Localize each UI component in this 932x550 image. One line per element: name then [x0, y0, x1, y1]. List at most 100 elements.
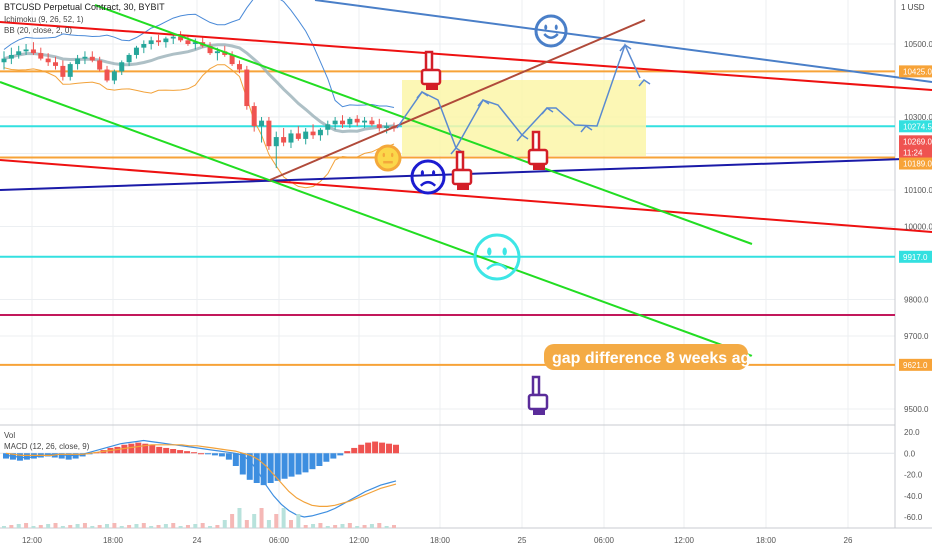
volume-bar	[178, 526, 183, 528]
candle	[60, 60, 66, 81]
price-badge-label: 9917.0	[903, 253, 928, 262]
macd-line	[5, 439, 397, 518]
volume-bar	[141, 523, 146, 528]
macd-histogram-bar	[128, 443, 135, 454]
volume-bar	[347, 523, 352, 528]
price-tick-label: 10000.0	[904, 223, 932, 232]
time-tick-label: 12:00	[349, 536, 370, 545]
symbol-title: BTCUSD Perpetual Contract, 30, BYBIT	[4, 2, 165, 12]
macd-histogram-bar	[198, 453, 204, 455]
volume-bar	[31, 526, 36, 528]
candle	[347, 117, 353, 128]
hand-palm	[527, 148, 549, 166]
hand-finger	[531, 375, 541, 397]
candle	[156, 34, 162, 46]
volume-bar	[318, 523, 323, 528]
candle-body	[376, 124, 382, 128]
candle	[362, 117, 368, 128]
candle-body	[170, 36, 176, 39]
candle-body	[229, 54, 235, 65]
drawn-icons	[374, 14, 568, 415]
candle-body	[295, 133, 301, 139]
candle	[111, 69, 117, 85]
macd-histogram-bar	[281, 453, 288, 479]
volume-bar	[274, 514, 279, 528]
macd-histogram-bar	[365, 442, 372, 454]
candle-body	[89, 56, 95, 61]
macd-histogram-bar	[184, 451, 191, 454]
candle	[384, 122, 390, 134]
candle-body	[133, 47, 139, 55]
macd-histogram-bar	[170, 449, 177, 454]
arrow-head	[541, 107, 554, 115]
candle-body	[16, 51, 22, 55]
macd-histogram-bar	[379, 442, 386, 454]
volume-bar	[281, 508, 286, 528]
price-badge-bg	[899, 250, 932, 263]
candle	[67, 62, 73, 81]
bb-legend: BB (20, close, 2, 0)	[4, 26, 73, 35]
volume-bar	[149, 526, 154, 528]
hand-palm	[451, 168, 473, 186]
candle-body	[141, 44, 147, 48]
candle-body	[97, 60, 103, 70]
candle	[339, 115, 345, 128]
volume-bar	[208, 526, 213, 528]
time-tick-label: 25	[518, 536, 527, 545]
macd-tick-label: 0.0	[904, 449, 916, 458]
face-eye	[432, 170, 436, 176]
arrow-head	[477, 99, 490, 107]
macd-histogram-bar	[372, 441, 379, 454]
macd-histogram-bar	[288, 453, 295, 477]
face-outline	[410, 159, 446, 195]
volume-bar	[119, 526, 124, 528]
annotation-box	[544, 344, 748, 370]
price-tick-label: 9800.0	[904, 296, 929, 305]
face-eye	[420, 170, 424, 176]
volume-bar	[16, 524, 21, 528]
red-trend-upper	[0, 21, 932, 91]
volume-bar	[68, 525, 73, 528]
candle-body	[8, 54, 14, 59]
macd-tick-label: 20.0	[904, 428, 920, 437]
candle	[126, 53, 132, 66]
candle-body	[60, 65, 66, 77]
candle	[244, 65, 250, 110]
price-tick-label: 10300.0	[904, 113, 932, 122]
candle-body	[332, 120, 338, 125]
price-badge-label: 10189.0	[903, 160, 932, 169]
hand-cuff	[533, 409, 545, 415]
macd-histogram-bar	[295, 453, 302, 475]
candle-body	[156, 40, 162, 43]
green-trend-upper	[94, 4, 753, 245]
macd-histogram-bar	[65, 453, 72, 460]
candle-body	[317, 129, 323, 136]
time-tick-label: 12:00	[22, 536, 43, 545]
candle-body	[23, 49, 29, 52]
candle	[53, 56, 59, 70]
candle	[148, 36, 154, 50]
time-tick-label: 18:00	[430, 536, 451, 545]
volume-bar	[288, 520, 293, 528]
arrow-head	[580, 125, 593, 133]
time-tick-label: 18:00	[103, 536, 124, 545]
highlight-zone	[402, 80, 646, 156]
face-mouth	[543, 33, 559, 39]
volume-bar	[377, 523, 382, 528]
volume-bar	[296, 514, 301, 528]
price-tick-label: 10500.0	[904, 40, 932, 49]
hand-cuff	[426, 84, 438, 90]
candle-body	[207, 45, 213, 54]
macd-histogram-bar	[337, 453, 344, 456]
macd-histogram-bar	[267, 453, 274, 483]
macd-histogram-bar	[316, 453, 323, 466]
highlight-rect	[402, 80, 646, 156]
candle	[30, 42, 36, 55]
candle	[325, 120, 331, 136]
volume-bar	[9, 525, 14, 528]
annotation-callout[interactable]: gap difference 8 weeks ago.	[544, 344, 765, 370]
price-badge-bg	[899, 157, 932, 170]
candle-body	[163, 38, 169, 43]
volume-bar	[230, 514, 235, 528]
